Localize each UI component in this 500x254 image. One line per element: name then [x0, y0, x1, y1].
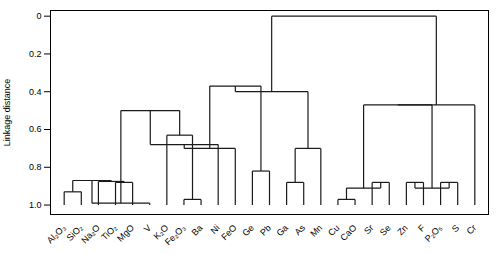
- svg-text:K₂O: K₂O: [151, 222, 171, 242]
- svg-text:As: As: [293, 222, 308, 237]
- svg-text:Na₂O: Na₂O: [79, 223, 102, 246]
- svg-text:Cu: Cu: [326, 222, 342, 238]
- svg-text:CaO: CaO: [338, 223, 358, 243]
- svg-text:Zn: Zn: [395, 223, 410, 238]
- svg-text:Fe₂O₃: Fe₂O₃: [163, 222, 188, 247]
- svg-text:0: 0: [36, 11, 41, 21]
- svg-text:Ga: Ga: [274, 223, 290, 239]
- svg-text:Se: Se: [378, 223, 393, 238]
- svg-text:Mn: Mn: [308, 223, 324, 239]
- svg-text:Pb: Pb: [258, 223, 273, 238]
- svg-text:Ba: Ba: [190, 223, 205, 238]
- svg-text:S: S: [450, 223, 461, 234]
- svg-text:Cr: Cr: [464, 223, 478, 237]
- svg-text:Sr: Sr: [362, 223, 375, 236]
- svg-text:Ni: Ni: [208, 222, 222, 236]
- svg-text:Al₂O₃: Al₂O₃: [45, 222, 68, 245]
- svg-text:MgO: MgO: [115, 223, 136, 244]
- svg-text:1.0: 1.0: [29, 200, 42, 210]
- svg-text:Linkage distance: Linkage distance: [2, 79, 12, 147]
- svg-text:0.2: 0.2: [29, 49, 42, 59]
- svg-text:F: F: [416, 222, 427, 233]
- svg-text:0.4: 0.4: [29, 87, 42, 97]
- svg-text:TiO₂: TiO₂: [99, 222, 119, 242]
- svg-text:0.8: 0.8: [29, 162, 42, 172]
- svg-text:FeO: FeO: [219, 223, 238, 242]
- svg-text:V: V: [142, 223, 153, 234]
- svg-text:0.6: 0.6: [29, 124, 42, 134]
- svg-text:SiO₂: SiO₂: [64, 222, 85, 243]
- svg-text:Ge: Ge: [240, 223, 256, 239]
- svg-text:P₂O₅: P₂O₅: [423, 222, 445, 244]
